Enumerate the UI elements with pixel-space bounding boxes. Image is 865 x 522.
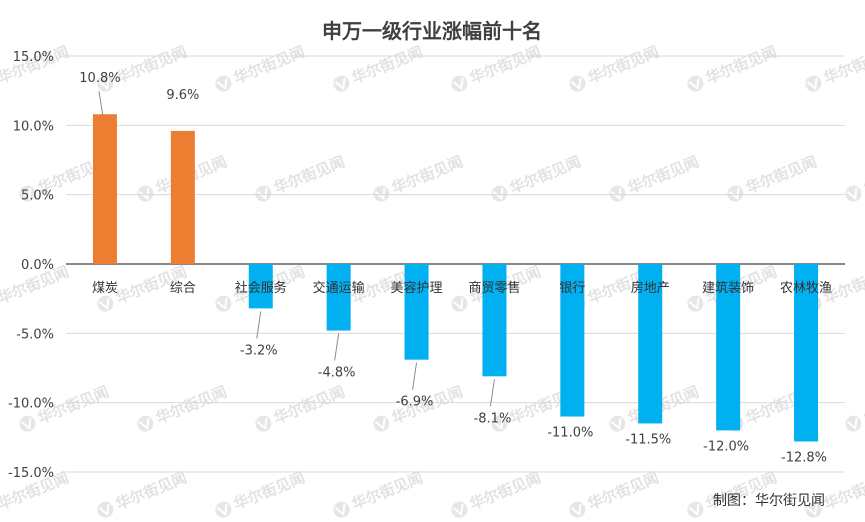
bar	[248, 264, 273, 309]
y-tick-label: -10.0%	[8, 397, 54, 412]
label-leader-line	[489, 379, 495, 407]
watermark: 华尔街见闻	[97, 469, 189, 518]
chart-title: 申万一级行业涨幅前十名	[322, 19, 542, 43]
svg-text:华尔街见闻: 华尔街见闻	[585, 469, 661, 514]
svg-text:华尔街见闻: 华尔街见闻	[231, 43, 307, 88]
x-category-label: 商贸零售	[468, 280, 520, 296]
gridlines	[66, 55, 845, 473]
watermark: 华尔街见闻	[569, 469, 661, 518]
data-label: 10.8%	[79, 71, 120, 86]
bar	[326, 264, 351, 331]
watermark: 华尔街见闻	[845, 383, 865, 432]
y-tick-label: -15.0%	[8, 466, 54, 481]
watermark: 华尔街见闻	[451, 43, 543, 92]
watermark: 华尔街见闻	[255, 383, 347, 432]
x-category-label: 建筑装饰	[702, 280, 754, 296]
y-tick-label: 15.0%	[13, 50, 54, 65]
watermark: 华尔街见闻	[215, 469, 307, 518]
data-label: -12.0%	[703, 439, 749, 454]
watermark: 华尔街见闻	[255, 153, 347, 202]
bar	[170, 130, 195, 264]
x-category-label: 社会服务	[235, 280, 287, 296]
bar	[482, 264, 507, 377]
source-credit: 制图：华尔街见闻	[713, 493, 825, 509]
watermark: 华尔街见闻	[491, 153, 583, 202]
watermark: 华尔街见闻	[333, 43, 425, 92]
data-label: 9.6%	[166, 88, 199, 103]
watermark: 华尔街见闻	[805, 43, 865, 92]
watermark: 华尔街见闻	[687, 43, 779, 92]
svg-text:华尔街见闻: 华尔街见闻	[389, 153, 465, 198]
x-category-label: 房地产	[631, 280, 670, 296]
x-category-label: 农林牧渔	[780, 281, 832, 296]
data-label: -6.9%	[396, 395, 434, 410]
watermark: 华尔街见闻	[569, 43, 661, 92]
svg-text:华尔街见闻: 华尔街见闻	[349, 43, 425, 88]
svg-text:华尔街见闻: 华尔街见闻	[113, 469, 189, 514]
category-labels: 煤炭 综合 社会服务 交通运输 美容护理 商贸零售 银行 房地产 建筑装饰 农林牧渔	[92, 280, 832, 296]
svg-text:华尔街见闻: 华尔街见闻	[271, 383, 347, 428]
watermark: 华尔街见闻	[451, 469, 543, 518]
watermark: 华尔街见闻	[609, 153, 701, 202]
data-label: -8.1%	[474, 411, 512, 426]
svg-text:华尔街见闻: 华尔街见闻	[821, 469, 865, 514]
y-tick-label: 10.0%	[13, 119, 54, 134]
y-tick-label: -5.0%	[16, 327, 54, 342]
bars	[92, 114, 819, 442]
svg-text:华尔街见闻: 华尔街见闻	[467, 469, 543, 514]
svg-text:华尔街见闻: 华尔街见闻	[861, 383, 865, 428]
label-leader-line	[256, 311, 262, 339]
x-category-label: 美容护理	[391, 280, 443, 296]
watermark: 华尔街见闻	[333, 469, 425, 518]
svg-text:华尔街见闻: 华尔街见闻	[861, 153, 865, 198]
svg-text:华尔街见闻: 华尔街见闻	[231, 469, 307, 514]
bar	[794, 264, 819, 442]
bar	[560, 264, 585, 417]
svg-text:华尔街见闻: 华尔街见闻	[153, 383, 229, 428]
data-label: -11.0%	[547, 426, 593, 441]
svg-text:华尔街见闻: 华尔街见闻	[703, 43, 779, 88]
label-leader-line	[412, 362, 418, 390]
bar	[92, 114, 117, 265]
y-axis-ticks: 15.0% 10.0% 5.0% 0.0% -5.0% -10.0% -15.0%	[8, 50, 54, 481]
watermark: 华尔街见闻	[727, 153, 819, 202]
svg-text:华尔街见闻: 华尔街见闻	[271, 153, 347, 198]
data-label: -4.8%	[318, 366, 356, 381]
bar	[716, 264, 741, 431]
svg-text:华尔街见闻: 华尔街见闻	[821, 43, 865, 88]
y-tick-label: 5.0%	[21, 189, 54, 204]
watermark: 华尔街见闻	[137, 383, 229, 432]
watermark: 华尔街见闻	[215, 43, 307, 92]
svg-text:华尔街见闻: 华尔街见闻	[743, 153, 819, 198]
svg-text:华尔街见闻: 华尔街见闻	[349, 469, 425, 514]
bar	[404, 264, 429, 360]
y-tick-label: 0.0%	[21, 258, 54, 273]
label-leader-line	[334, 333, 340, 361]
svg-text:华尔街见闻: 华尔街见闻	[585, 43, 661, 88]
data-label: -3.2%	[240, 343, 278, 358]
svg-text:华尔街见闻: 华尔街见闻	[507, 153, 583, 198]
svg-text:华尔街见闻: 华尔街见闻	[625, 153, 701, 198]
x-category-label: 交通运输	[313, 280, 365, 296]
x-category-label: 银行	[559, 281, 585, 296]
svg-text:华尔街见闻: 华尔街见闻	[467, 43, 543, 88]
data-label: -12.8%	[781, 450, 827, 465]
x-category-label: 综合	[170, 281, 196, 296]
svg-text:华尔街见闻: 华尔街见闻	[113, 43, 189, 88]
label-leaders	[98, 91, 495, 407]
data-labels: 10.8% 9.6% -3.2% -4.8% -6.9% -8.1% -11.0% -11.5…	[79, 71, 827, 465]
bar	[638, 264, 663, 424]
label-leader-line	[98, 91, 104, 117]
data-label: -11.5%	[625, 432, 671, 447]
watermark: 华尔街见闻	[845, 153, 865, 202]
watermark: 华尔街见闻	[373, 153, 465, 202]
svg-text:华尔街见闻: 华尔街见闻	[625, 383, 701, 428]
x-category-label: 煤炭	[92, 281, 118, 296]
